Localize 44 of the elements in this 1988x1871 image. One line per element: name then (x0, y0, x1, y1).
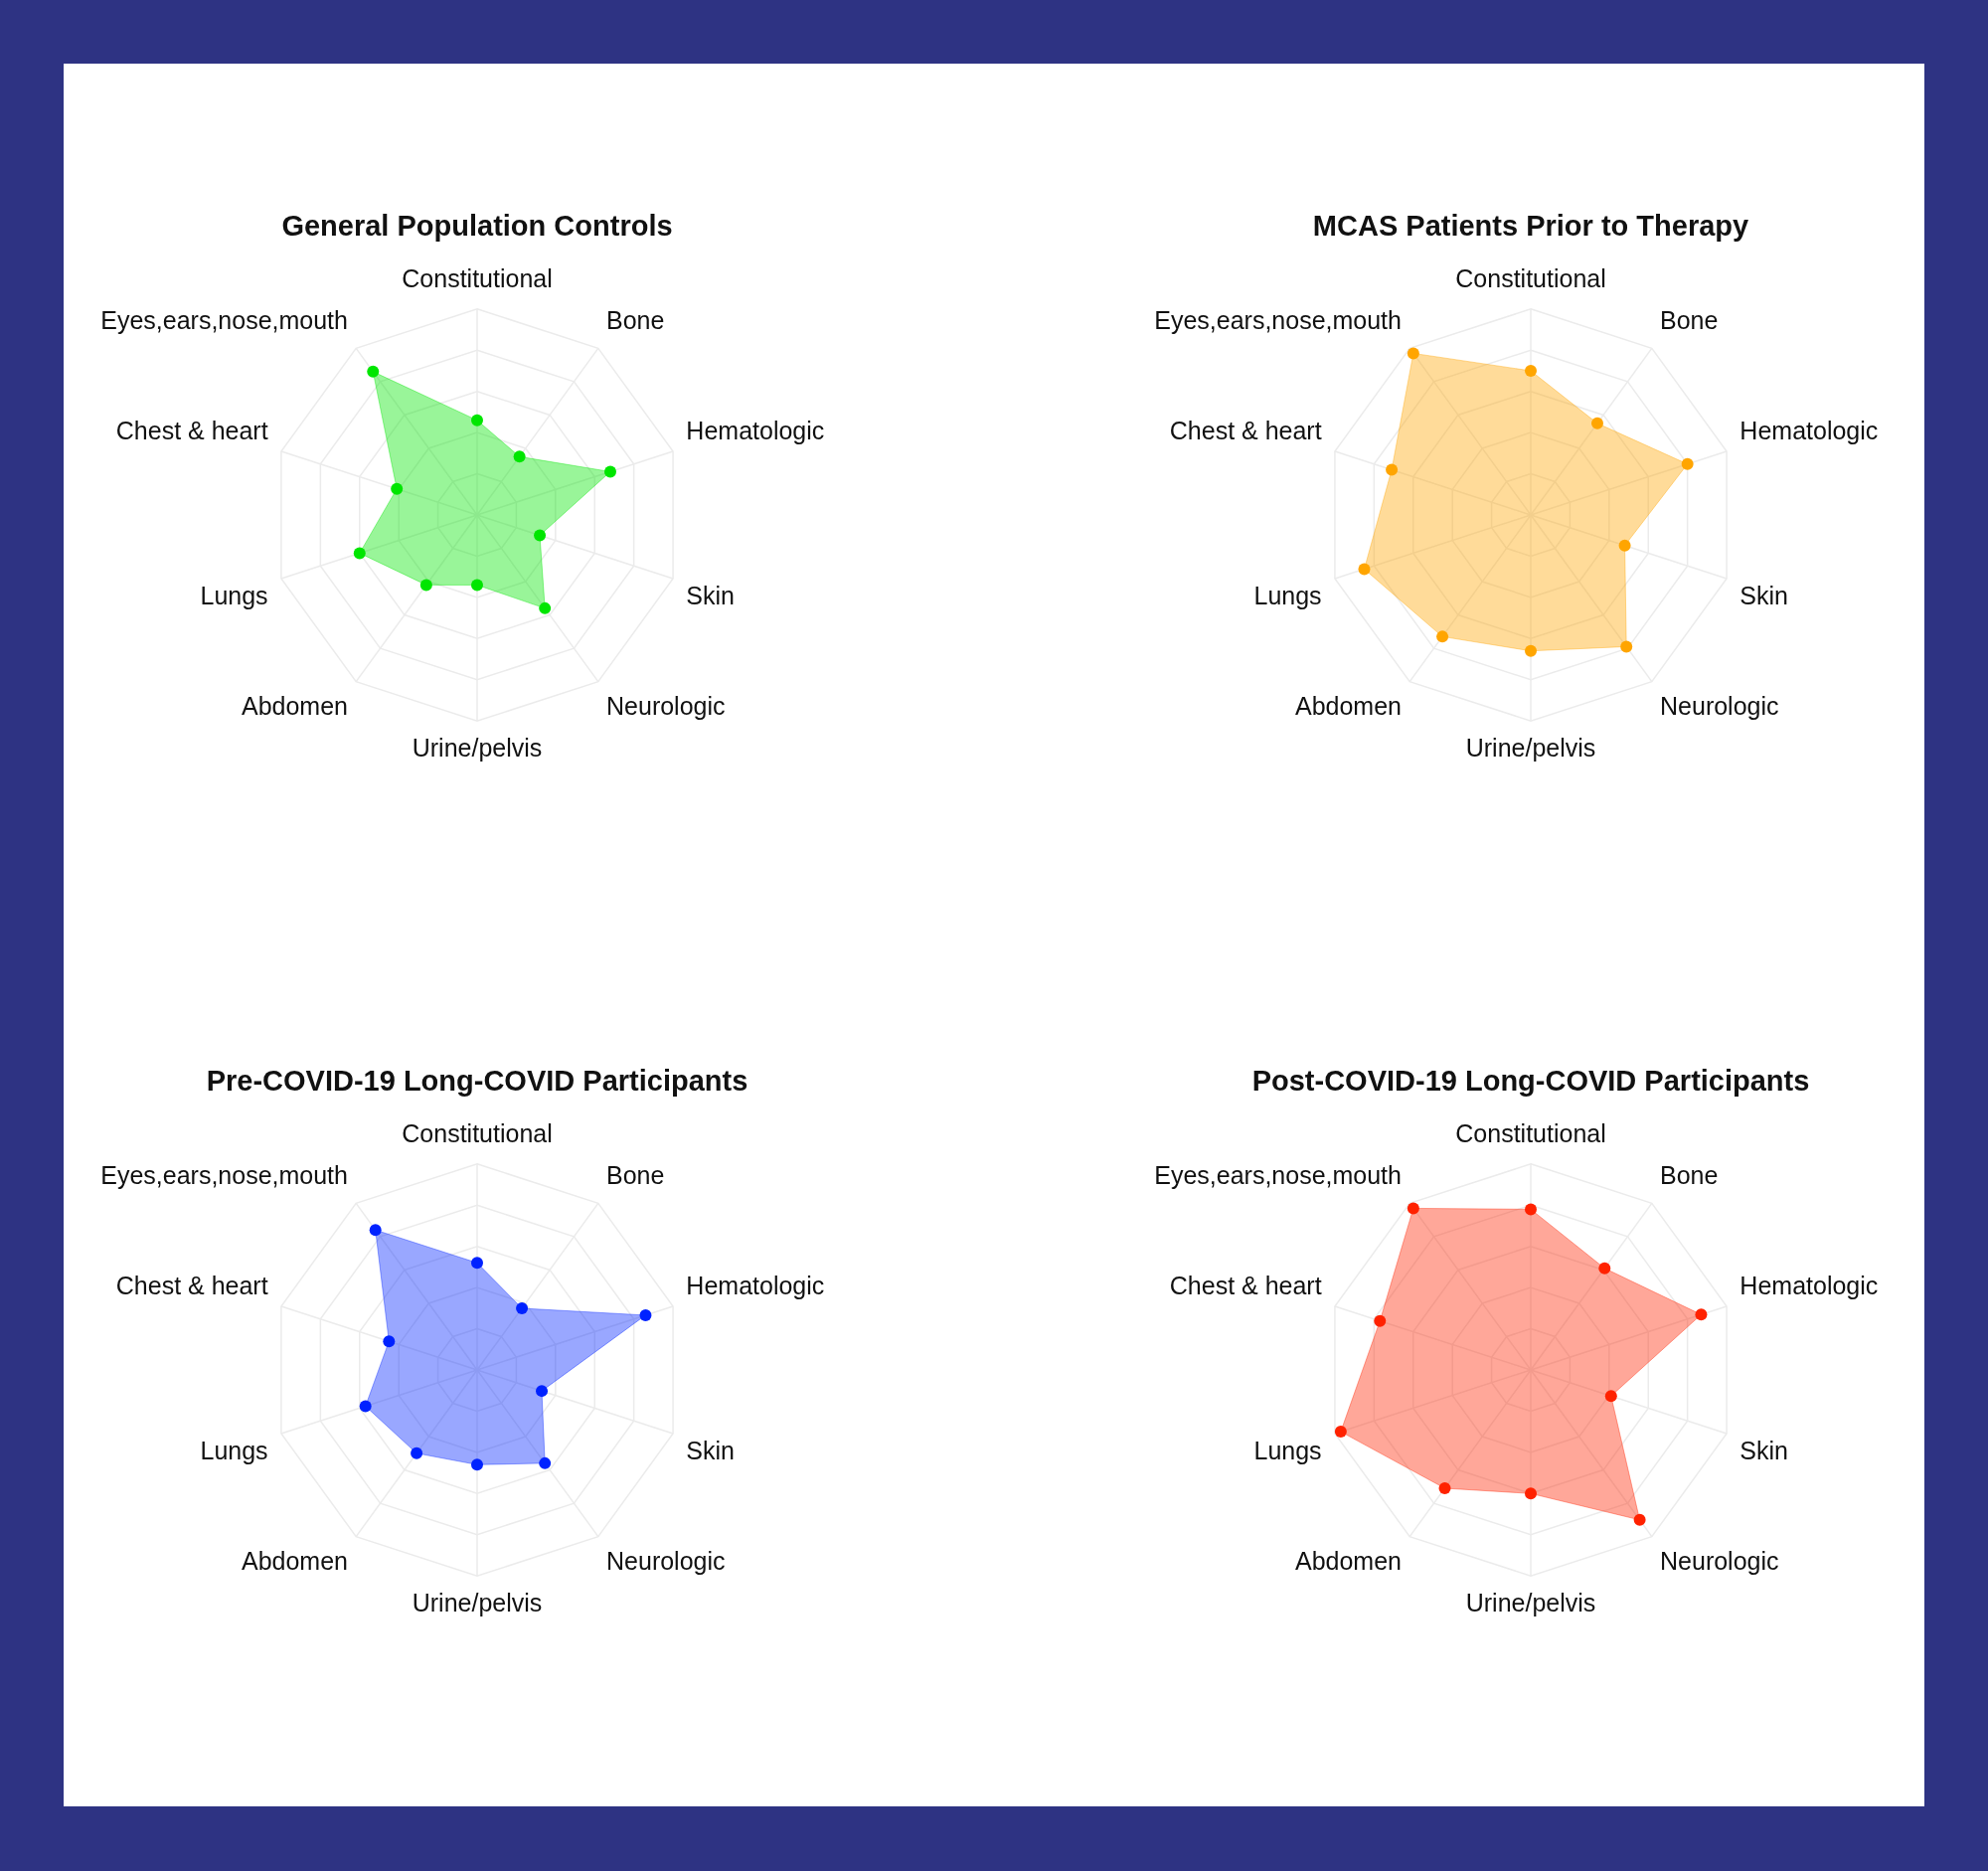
spoke-label: Neurologic (1660, 691, 1779, 720)
spoke-label: Urine/pelvis (412, 1589, 543, 1617)
spoke-label: Skin (1740, 1437, 1789, 1465)
chart-title: Pre-COVID-19 Long-COVID Participants (206, 1065, 748, 1098)
spoke-label: Bone (606, 305, 665, 334)
spoke-label: Lungs (200, 1437, 268, 1465)
spoke-label: Bone (606, 1160, 665, 1189)
spoke-label: Skin (686, 1437, 736, 1465)
spoke-label: Abdomen (1294, 1546, 1402, 1575)
spoke-label: Hematologic (1740, 1271, 1879, 1299)
spoke-label: Bone (1660, 305, 1719, 334)
spoke-label: Constitutional (402, 263, 553, 292)
spoke-label: Eyes,ears,nose,mouth (1154, 305, 1402, 334)
spoke-label: Neurologic (606, 1546, 726, 1575)
spoke-label: Neurologic (1660, 1546, 1779, 1575)
spoke-label: Eyes,ears,nose,mouth (1154, 1160, 1402, 1189)
spoke-label: Skin (686, 582, 736, 610)
spoke-label: Skin (1740, 582, 1789, 610)
spoke-label: Chest & heart (1169, 1271, 1322, 1299)
spoke-label: Chest & heart (1169, 416, 1322, 444)
spoke-label: Lungs (200, 582, 268, 610)
chart-title: General Population Controls (281, 210, 673, 243)
spoke-label: Constitutional (1455, 263, 1606, 292)
spoke-label: Hematologic (686, 416, 825, 444)
chart-title: Post-COVID-19 Long-COVID Participants (1251, 1065, 1810, 1098)
spoke-label: Hematologic (686, 1271, 825, 1299)
spoke-label: Urine/pelvis (412, 734, 543, 763)
spoke-label: Hematologic (1740, 416, 1879, 444)
spoke-label: Bone (1660, 1160, 1719, 1189)
spoke-label: Abdomen (1294, 691, 1402, 720)
spoke-label: Lungs (1253, 582, 1322, 610)
spoke-label: Constitutional (1455, 1118, 1606, 1147)
spoke-label: Urine/pelvis (1465, 734, 1596, 763)
spoke-label: Abdomen (241, 1546, 348, 1575)
spoke-label: Chest & heart (115, 416, 268, 444)
spoke-label: Constitutional (402, 1118, 553, 1147)
spoke-label: Eyes,ears,nose,mouth (100, 305, 348, 334)
spoke-label: Abdomen (241, 691, 348, 720)
spoke-label: Lungs (1253, 1437, 1322, 1465)
spoke-label: Neurologic (606, 691, 726, 720)
spoke-label: Chest & heart (115, 1271, 268, 1299)
spoke-label: Urine/pelvis (1465, 1589, 1596, 1617)
chart-title: MCAS Patients Prior to Therapy (1312, 210, 1749, 243)
spoke-label: Eyes,ears,nose,mouth (100, 1160, 348, 1189)
